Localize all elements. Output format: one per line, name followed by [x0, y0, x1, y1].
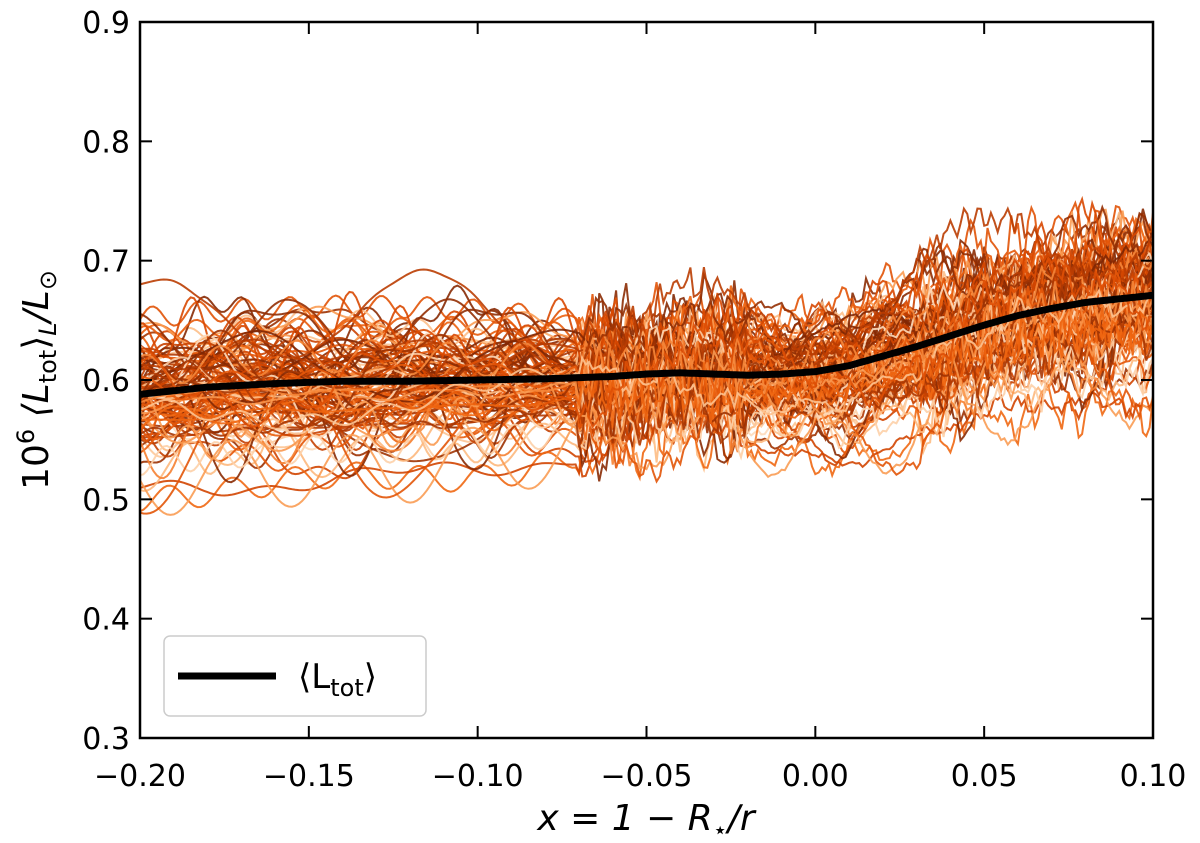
y-tick-label: 0.9 — [82, 6, 130, 41]
legend: ⟨Ltot⟩ — [163, 635, 427, 717]
ensemble-lines — [139, 195, 1154, 516]
y-tick-label: 0.6 — [82, 364, 130, 399]
ensemble-line — [139, 383, 1154, 513]
ensemble-line — [140, 268, 1154, 412]
x-tick-label: −0.05 — [601, 759, 693, 794]
ensemble-line — [139, 288, 1154, 430]
x-tick-label: 0.10 — [1120, 759, 1187, 794]
y-tick-label: 0.8 — [82, 125, 130, 160]
x-tick-label: 0.05 — [951, 759, 1018, 794]
y-axis-title: 106 ⟨Ltot⟩L/L⊙ — [12, 270, 62, 490]
x-axis-title: x = 1 − R⋆/r — [536, 798, 756, 843]
ensemble-line — [139, 287, 1154, 460]
x-tick-label: −0.15 — [263, 759, 355, 794]
legend-box — [163, 635, 427, 717]
x-tick-label: −0.10 — [432, 759, 524, 794]
ensemble-line — [139, 356, 1154, 516]
y-tick-label: 0.7 — [82, 245, 130, 280]
ensemble-line — [139, 304, 1154, 426]
x-tick-label: 0.00 — [782, 759, 849, 794]
y-tick-label: 0.3 — [82, 722, 130, 757]
x-tick-label: −0.20 — [94, 759, 186, 794]
y-tick-label: 0.5 — [82, 483, 130, 518]
ensemble-line — [139, 206, 1154, 372]
axis-ticks: −0.20 −0.15 −0.10 −0.05 0.00 0.05 0.10 0.3 0.4 0.… — [82, 6, 1186, 794]
y-tick-label: 0.4 — [82, 603, 130, 638]
mean-line — [139, 291, 1154, 398]
ensemble-line — [139, 316, 1154, 448]
legend-label: ⟨Ltot⟩ — [298, 657, 377, 702]
